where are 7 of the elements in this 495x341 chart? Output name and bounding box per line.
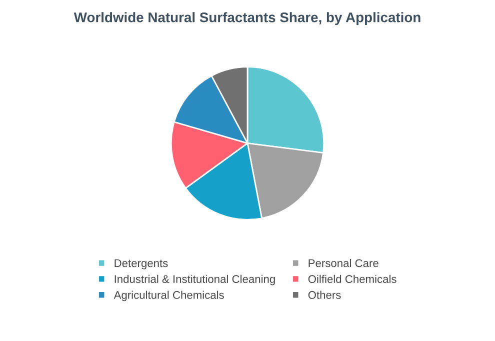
legend-label: Agricultural Chemicals (114, 290, 224, 302)
legend-label: Personal Care (308, 258, 378, 268)
legend-label: Industrial & Institutional Cleaning (114, 274, 275, 286)
legend-label: Oilfield Chemicals (308, 274, 396, 284)
legend-label: Detergents (114, 259, 168, 270)
legend-label: Others (308, 290, 341, 299)
chart-title: Worldwide Natural Surfactants Share, by Application (74, 12, 420, 26)
